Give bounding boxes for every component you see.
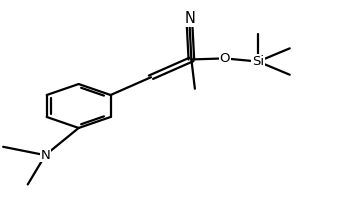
Text: N: N: [184, 11, 195, 26]
Text: N: N: [40, 149, 50, 162]
Text: Si: Si: [252, 55, 264, 68]
Text: O: O: [219, 52, 230, 65]
